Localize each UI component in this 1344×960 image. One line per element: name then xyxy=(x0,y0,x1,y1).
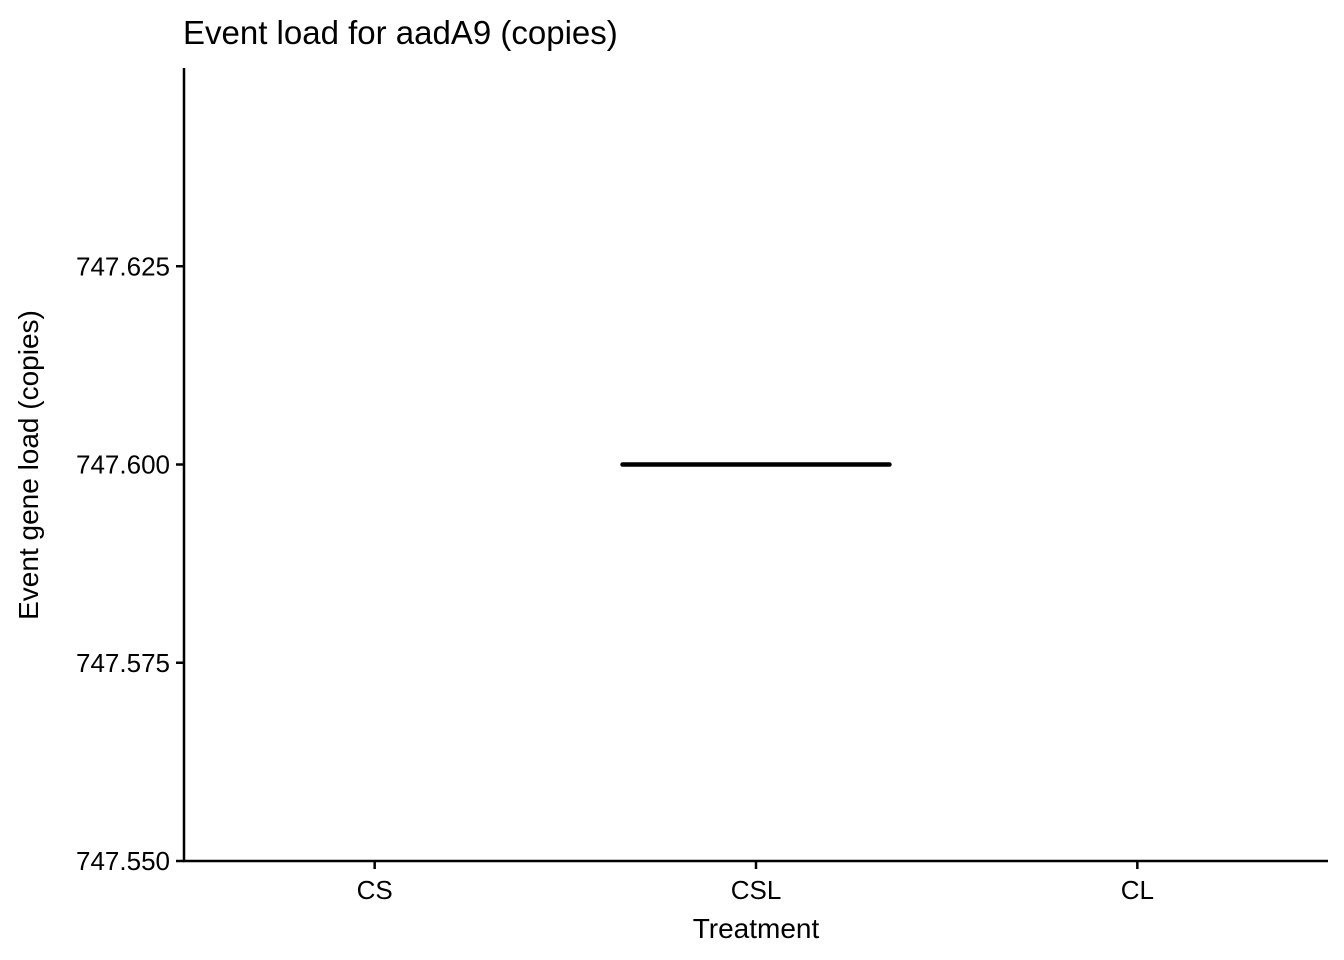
x-tick-label: CSL xyxy=(731,875,782,905)
x-tick-label: CS xyxy=(357,875,393,905)
y-tick-label: 747.625 xyxy=(76,251,170,281)
x-axis-ticks: CS CSL CL xyxy=(357,861,1154,905)
x-tick-label: CL xyxy=(1121,875,1154,905)
chart-title: Event load for aadA9 (copies) xyxy=(183,14,618,51)
y-tick-label: 747.550 xyxy=(76,846,170,876)
y-axis-ticks: 747.550 747.575 747.600 747.625 xyxy=(76,251,184,876)
x-axis-title: Treatment xyxy=(693,913,820,944)
y-tick-label: 747.575 xyxy=(76,648,170,678)
y-axis-title: Event gene load (copies) xyxy=(13,310,44,620)
y-tick-label: 747.600 xyxy=(76,450,170,480)
